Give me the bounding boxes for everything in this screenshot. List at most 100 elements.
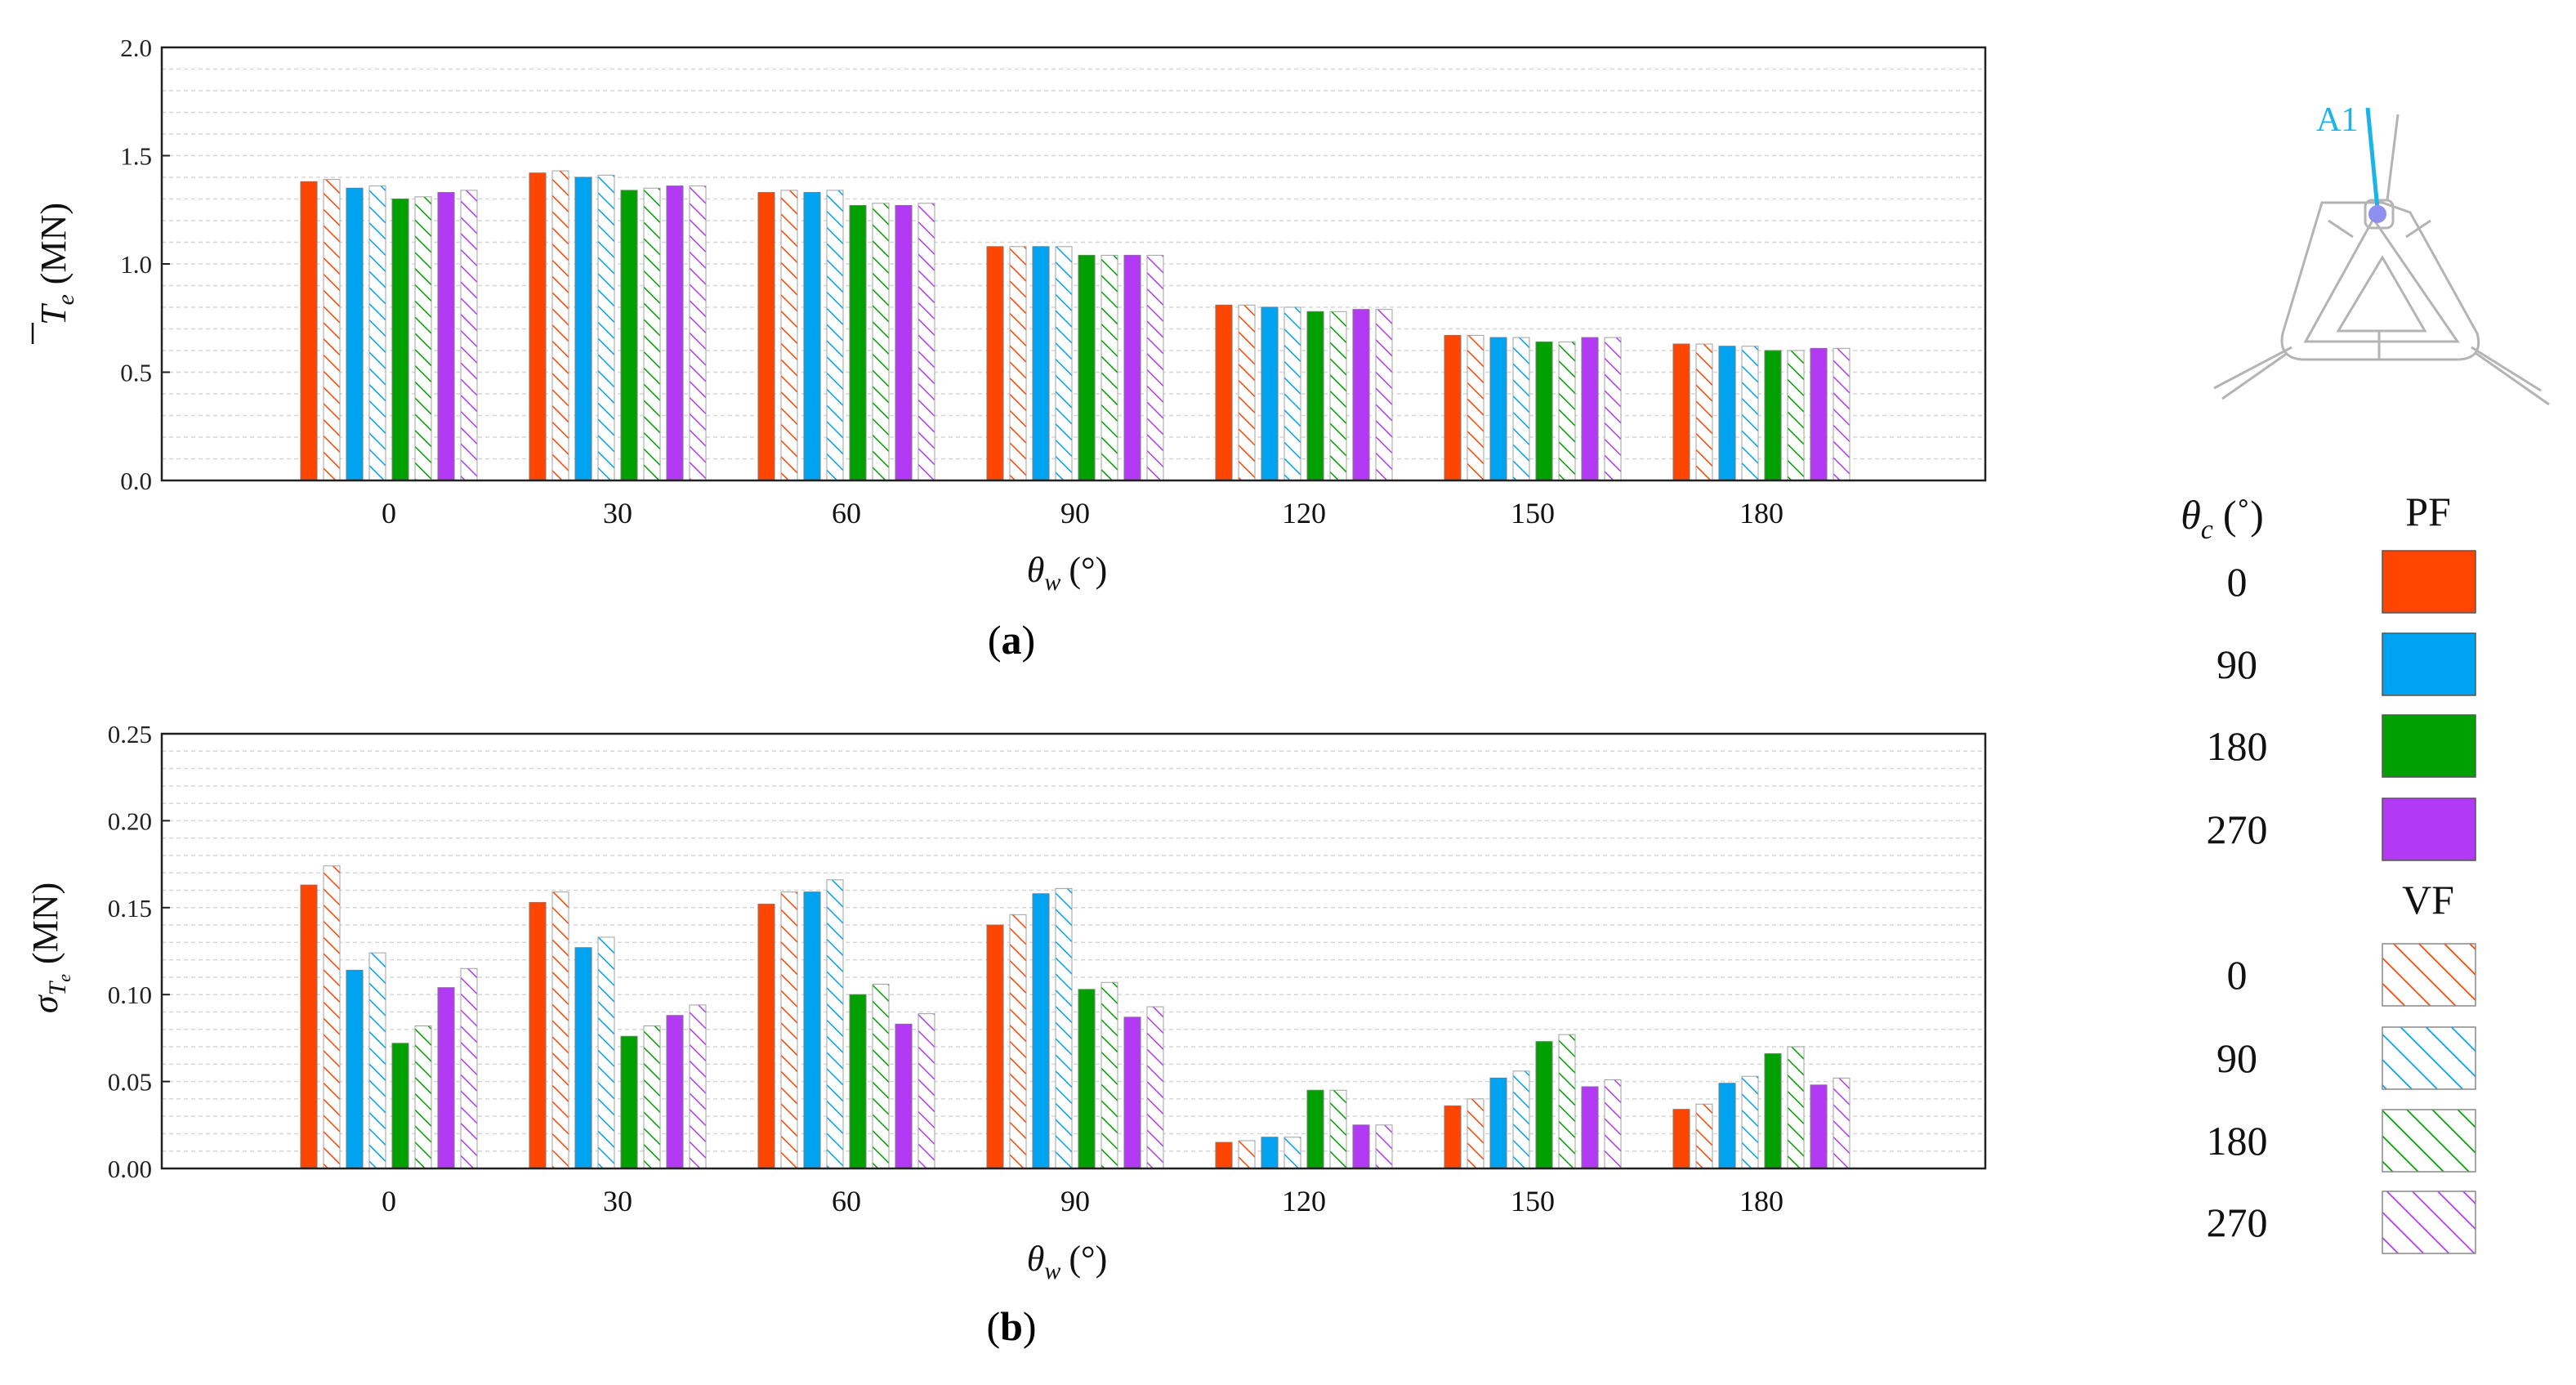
legend-pf-label: 180 (2207, 723, 2268, 769)
bar-b-120-VF-270 (1375, 1124, 1393, 1169)
bar-b-30-PF-0 (529, 901, 547, 1169)
legend-header-unit: (˚) (2223, 492, 2264, 538)
bar-a-0-PF-270 (437, 192, 455, 481)
x-tick-label: 90 (1060, 1185, 1090, 1217)
bar-a-0-PF-0 (300, 181, 318, 481)
bar-a-0-PF-180 (391, 199, 409, 481)
x-tick-label: 60 (832, 497, 861, 529)
panel-label-b: (b) (986, 1303, 1036, 1349)
bar-a-120-VF-270 (1375, 309, 1393, 481)
panel-label-a-letter: a (1002, 617, 1022, 663)
bar-a-60-PF-270 (895, 204, 913, 481)
chart-a-x-axis-label: θw (°) (1027, 550, 1108, 596)
bar-a-0-PF-90 (346, 187, 364, 481)
bar-b-60-VF-90 (826, 879, 844, 1169)
x-tick-label: 180 (1739, 1185, 1784, 1217)
legend-pf-group: 0 90 180 270 (2207, 550, 2476, 861)
bar-b-180-PF-90 (1718, 1083, 1736, 1169)
bar-a-90-PF-270 (1123, 254, 1141, 481)
bar-a-120-PF-0 (1215, 304, 1233, 481)
bar-b-30-VF-0 (551, 891, 569, 1169)
chart-a-xlabel-unit: (°) (1069, 550, 1107, 590)
legend-vf-group: 0 90 180 270 (2207, 943, 2476, 1254)
legend-vf-swatch (2382, 1191, 2476, 1254)
y-tick-label: 0.25 (108, 720, 152, 748)
y-tick-label: 0.15 (108, 894, 152, 923)
structure-drawing (2213, 114, 2550, 406)
a1-label: A1 (2316, 101, 2358, 139)
bar-b-30-VF-180 (643, 1025, 661, 1169)
bar-a-90-VF-90 (1055, 246, 1073, 481)
y-tick-label: 0.00 (108, 1155, 152, 1183)
legend-vf-swatch (2382, 943, 2476, 1007)
bar-a-90-PF-180 (1078, 254, 1096, 481)
chart-b-frame (160, 732, 1987, 1170)
legend-pf-swatch (2382, 797, 2476, 861)
x-tick-label: 120 (1282, 1185, 1326, 1217)
x-tick-label: 60 (832, 1185, 861, 1217)
bar-a-30-VF-0 (551, 170, 569, 481)
bar-b-30-VF-270 (689, 1004, 707, 1169)
bar-a-0-VF-180 (414, 196, 432, 481)
bar-a-150-VF-0 (1467, 334, 1484, 481)
bar-a-180-VF-180 (1787, 350, 1805, 481)
legend-pf-swatch (2382, 714, 2476, 778)
bar-a-150-PF-180 (1535, 341, 1553, 481)
bar-b-120-PF-270 (1352, 1124, 1370, 1169)
bar-b-120-VF-90 (1284, 1137, 1301, 1169)
bar-b-90-PF-180 (1078, 989, 1096, 1169)
chart-b-x-axis-label: θw (°) (1027, 1239, 1108, 1284)
bar-a-150-PF-90 (1489, 337, 1507, 481)
legend-pf-header: PF (2405, 489, 2451, 534)
legend-vf-swatch (2382, 1109, 2476, 1173)
x-tick-label: 30 (603, 497, 632, 529)
structure-inset: A1 (2213, 101, 2550, 406)
bar-b-180-VF-180 (1787, 1046, 1805, 1169)
bar-a-30-VF-180 (643, 187, 661, 481)
y-tick-label: 0.10 (108, 981, 152, 1009)
bar-a-150-VF-270 (1604, 337, 1622, 481)
bar-b-60-PF-270 (895, 1023, 913, 1169)
bar-b-60-PF-0 (757, 904, 775, 1169)
legend-pf-swatch (2382, 550, 2476, 614)
y-tick-label: 2.0 (120, 34, 152, 62)
bar-b-120-PF-90 (1261, 1137, 1279, 1169)
legend-pf-swatch (2382, 632, 2476, 696)
legend-vf-header: VF (2402, 877, 2454, 923)
bar-b-0-VF-270 (460, 967, 478, 1169)
svg-text:σTe(MN): σTe (MN) (25, 882, 74, 1013)
bar-a-90-PF-90 (1032, 246, 1050, 481)
bar-b-0-PF-270 (437, 987, 455, 1169)
bar-a-120-PF-180 (1306, 311, 1324, 481)
a1-mooring-line (2365, 107, 2380, 209)
chart-a-xlabel-main: θ (1027, 550, 1045, 590)
bar-b-180-PF-0 (1672, 1109, 1690, 1169)
bar-a-180-VF-0 (1695, 343, 1713, 481)
bar-a-120-PF-270 (1352, 309, 1370, 481)
legend-vf-swatch (2382, 1026, 2476, 1090)
legend-pf-label: 270 (2207, 806, 2268, 852)
bar-b-120-PF-180 (1306, 1089, 1324, 1169)
chart-b-xlabel-main: θ (1027, 1239, 1045, 1279)
bar-a-60-PF-0 (757, 192, 775, 481)
chart-a-y-tick-labels: 0.0 0.5 1.0 1.5 2.0 (120, 34, 170, 495)
chart-a-x-tick-labels: 0 30 60 90 120 150 180 (382, 497, 1784, 529)
chart-b: 0.00 0.05 0.10 0.15 0.20 0.25 0 30 60 90 120 150 18… (25, 720, 1987, 1349)
legend: θc (˚) PF VF 0 90 180 270 0 90 180 270 (2181, 489, 2476, 1254)
x-tick-label: 90 (1060, 497, 1090, 529)
y-tick-label: 1.5 (120, 142, 152, 171)
bar-a-90-VF-270 (1146, 254, 1164, 481)
bar-b-120-VF-0 (1238, 1140, 1256, 1169)
x-tick-label: 150 (1511, 1185, 1555, 1217)
bar-b-90-PF-270 (1123, 1016, 1141, 1169)
chart-b-ylabel-sub: T (44, 980, 71, 995)
bar-b-30-PF-270 (666, 1015, 684, 1169)
bar-a-180-PF-0 (1672, 343, 1690, 481)
bar-b-90-VF-0 (1009, 914, 1027, 1169)
bar-a-90-PF-0 (986, 246, 1004, 481)
bar-a-150-VF-180 (1558, 341, 1576, 481)
legend-vf-label: 90 (2217, 1035, 2257, 1081)
chart-a-y-axis-label: Te (MN) (31, 203, 79, 344)
bar-b-30-PF-180 (620, 1035, 638, 1169)
